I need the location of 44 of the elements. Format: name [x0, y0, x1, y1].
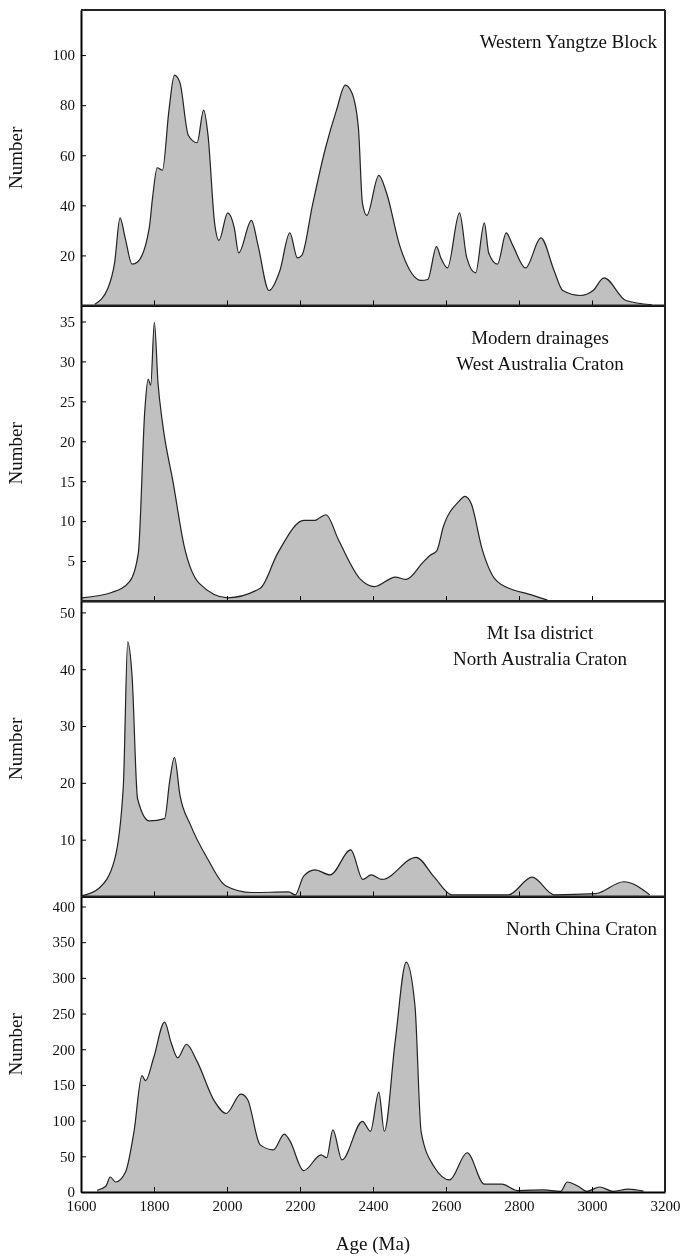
- y-tick-label: 30: [60, 353, 75, 370]
- y-axis-title: Number: [5, 125, 26, 189]
- y-tick-label: 30: [60, 718, 75, 735]
- y-tick-label: 10: [60, 831, 75, 848]
- y-tick-label: 150: [52, 1077, 75, 1094]
- y-axis-title: Number: [5, 1012, 26, 1076]
- x-tick-label: 2400: [358, 1197, 389, 1214]
- y-tick-label: 100: [52, 1112, 75, 1129]
- y-axis-title: Number: [5, 716, 26, 780]
- y-tick-label: 60: [60, 147, 75, 164]
- x-tick-label: 3200: [650, 1197, 681, 1214]
- x-tick-label: 3000: [577, 1197, 608, 1214]
- y-tick-label: 300: [52, 970, 75, 987]
- text: Mt Isa district: [486, 622, 595, 643]
- text: North China Craton: [506, 917, 658, 939]
- text: Modern drainages: [471, 326, 609, 348]
- y-tick-label: 15: [60, 473, 75, 490]
- text: Western Yangtze Block: [479, 31, 658, 52]
- y-tick-label: 80: [60, 97, 75, 114]
- y-tick-label: 40: [60, 197, 75, 214]
- y-tick-label: 50: [60, 1148, 75, 1165]
- y-tick-label: 200: [52, 1041, 75, 1058]
- y-tick-label: 5: [67, 553, 75, 570]
- x-axis-title: Age (Ma): [335, 1233, 411, 1255]
- y-tick-label: 20: [60, 247, 75, 264]
- y-tick-label: 10: [60, 513, 75, 530]
- y-tick-label: 350: [52, 934, 75, 951]
- text: West Australia Craton: [456, 352, 625, 374]
- x-tick-label: 1800: [139, 1197, 170, 1214]
- y-tick-label: 250: [52, 1005, 75, 1022]
- x-tick-label: 2200: [285, 1197, 316, 1214]
- y-tick-label: 40: [60, 661, 75, 678]
- y-tick-label: 100: [52, 47, 75, 64]
- y-tick-label: 50: [60, 604, 75, 621]
- y-tick-label: 20: [60, 433, 75, 450]
- text: North Australia Craton: [452, 648, 628, 669]
- y-tick-label: 35: [60, 313, 75, 330]
- y-tick-label: 25: [60, 393, 75, 410]
- y-axis-title: Number: [5, 421, 26, 485]
- y-tick-label: 20: [60, 775, 75, 792]
- x-tick-label: 2000: [212, 1197, 243, 1214]
- y-tick-label: 400: [52, 898, 75, 915]
- x-tick-label: 2800: [504, 1197, 535, 1214]
- x-tick-label: 2600: [431, 1197, 462, 1214]
